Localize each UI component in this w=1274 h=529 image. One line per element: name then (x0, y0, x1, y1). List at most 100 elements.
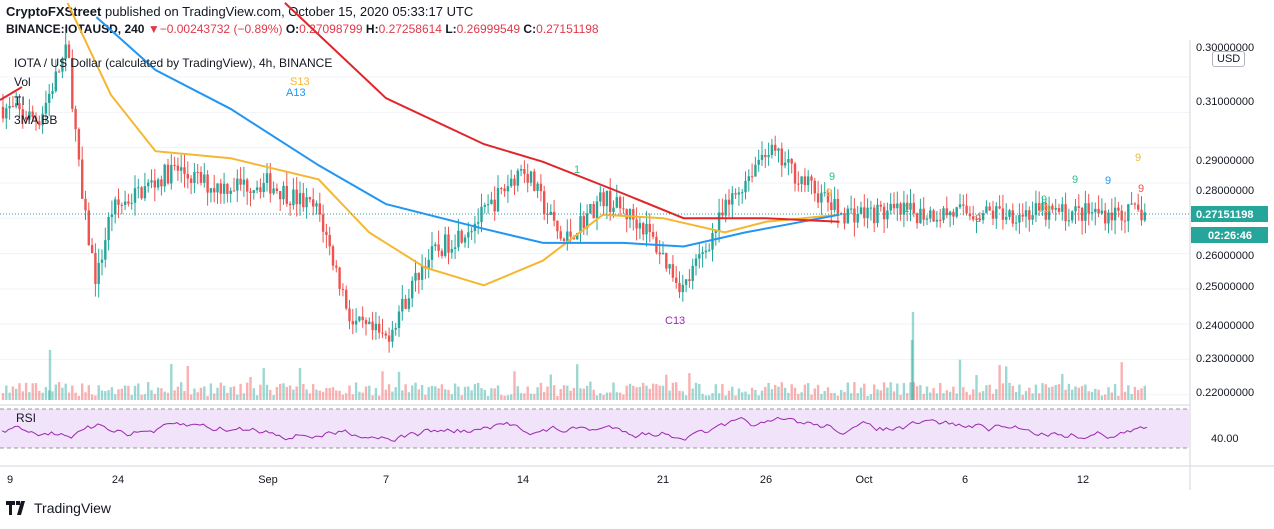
volume-bar (100, 390, 104, 400)
candle-body (846, 208, 849, 224)
candle-body (816, 193, 820, 203)
candle-body (420, 266, 424, 280)
volume-bar (526, 386, 529, 400)
volume-bar (1064, 389, 1067, 400)
candle-body (1011, 210, 1014, 224)
candle-body (180, 167, 183, 171)
volume-bar (632, 385, 635, 400)
volume-bar (236, 394, 239, 400)
candle-body (609, 190, 612, 213)
volume-bar (242, 393, 246, 400)
volume-bar (427, 387, 430, 400)
candle-body (77, 129, 81, 160)
volume-bar (222, 385, 226, 400)
volume-bar (1034, 384, 1038, 400)
candle-body (81, 159, 84, 199)
candle-body (193, 171, 196, 183)
volume-bar (1133, 386, 1137, 400)
tradingview-logo-icon (6, 501, 25, 515)
candle-body (24, 116, 28, 120)
volume-bar (539, 382, 543, 400)
volume-bar (216, 387, 219, 400)
candle-body (358, 316, 361, 321)
candle-body (599, 192, 602, 202)
legend-item-ti[interactable]: TI (14, 94, 25, 108)
candle-body (216, 183, 219, 193)
volume-bar (1077, 387, 1080, 400)
volume-bar (123, 385, 127, 400)
volume-bar (48, 390, 51, 400)
candle-body (483, 205, 486, 207)
volume-bar (638, 386, 642, 400)
volume-bar (671, 382, 675, 400)
candle-body (496, 188, 500, 212)
volume-bar (592, 389, 595, 400)
volume-bar (688, 373, 691, 400)
candle-body (447, 234, 450, 253)
volume-bar (285, 387, 288, 400)
candle-body (510, 178, 513, 187)
candle-body (882, 206, 886, 220)
candle-body (87, 210, 90, 246)
candle-body (737, 192, 741, 195)
candle-body (919, 208, 922, 224)
volume-bar (975, 375, 978, 400)
volume-bar (731, 386, 734, 400)
volume-bar (150, 390, 153, 400)
rsi-pane: RSI 40.00 (0, 408, 1239, 449)
volume-bar (747, 394, 750, 400)
volume-bar (1008, 382, 1011, 400)
current-price-label: 0.27151198 (1196, 209, 1254, 221)
volume-bar (130, 394, 133, 400)
rsi-tick: 40.00 (1211, 433, 1239, 445)
candle-body (579, 216, 582, 233)
volume-bar (483, 389, 486, 400)
legend-item-3ma-bb[interactable]: 3MA BB (14, 113, 58, 127)
candle-body (163, 164, 166, 187)
candle-body (1061, 204, 1064, 212)
volume-bar (642, 382, 645, 400)
candle-body (1110, 212, 1113, 221)
candle-body (642, 223, 645, 235)
candle-body (71, 58, 74, 109)
candle-body (622, 208, 625, 210)
volume-bar (420, 384, 424, 400)
candle-body (295, 189, 298, 205)
candle-body (387, 335, 391, 342)
time-tick: 9 (7, 474, 13, 486)
price-tick: 0.23000000 (1196, 353, 1254, 365)
volume-bar (655, 384, 658, 400)
candle-body (869, 207, 873, 209)
candle-body (440, 250, 444, 256)
volume-bar (467, 386, 470, 400)
candle-body (120, 204, 123, 206)
candle-body (1047, 205, 1051, 220)
candle-body (777, 148, 780, 151)
time-tick: Oct (855, 474, 872, 486)
currency-button[interactable]: USD (1212, 51, 1246, 67)
candle-body (434, 244, 437, 247)
volume-bar (457, 386, 460, 400)
tradingview-logo[interactable]: TradingView (6, 500, 111, 516)
volume-bar (932, 388, 935, 400)
volume-bar (585, 385, 589, 400)
legend-item-vol[interactable]: Vol (14, 75, 31, 89)
candle-body (196, 171, 199, 173)
volume-bar (1087, 391, 1090, 400)
volume-bar (120, 388, 123, 400)
volume-bar (1038, 393, 1041, 400)
high-label: H: (365, 22, 379, 36)
candle-body (444, 234, 447, 256)
candle-body (939, 219, 942, 221)
candle-body (859, 207, 863, 215)
ma-line-3 (284, 2, 840, 223)
volume-bar (1094, 388, 1097, 400)
candle-body (717, 212, 721, 231)
volume-bar (910, 340, 914, 400)
volume-bar (1047, 387, 1051, 400)
volume-bar (820, 394, 823, 400)
volume-bar (919, 385, 922, 400)
candle-body (661, 252, 665, 255)
signal-label: 9 (1138, 183, 1144, 195)
